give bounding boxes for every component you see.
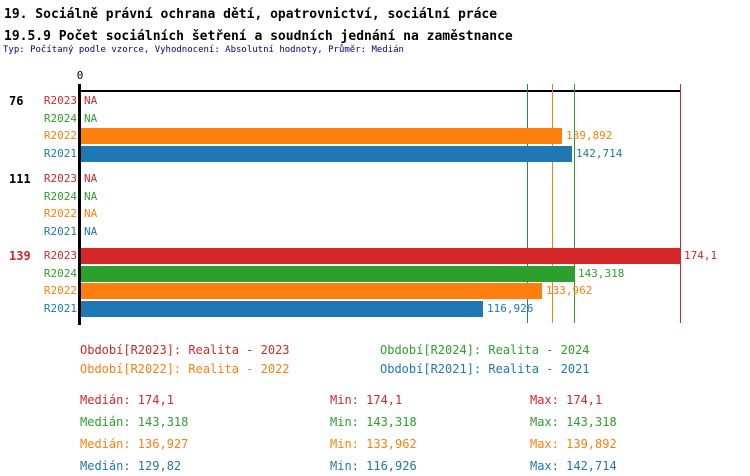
- series-label-R2021: R2021: [43, 225, 77, 238]
- stat-median-R2022: Medián: 136,927: [80, 437, 189, 451]
- indicator-title: 19.5.9 Počet sociálních šetření a soudní…: [4, 29, 513, 44]
- legend-item-R2021: Období[R2021]: Realita - 2021: [380, 362, 590, 376]
- series-label-R2022: R2022: [43, 129, 77, 142]
- legend-item-R2024: Období[R2024]: Realita - 2024: [380, 343, 590, 357]
- series-label-R2023: R2023: [43, 172, 77, 185]
- stat-min-R2023: Min: 174,1: [330, 393, 403, 407]
- median-line-R2023: [680, 84, 681, 323]
- group-label-139: 139: [9, 249, 31, 263]
- na-label-R2023: NA: [84, 172, 98, 185]
- stat-max-R2024: Max: 143,318: [530, 415, 617, 429]
- group-label-111: 111: [9, 172, 31, 186]
- na-label-R2024: NA: [84, 112, 98, 125]
- series-label-R2022: R2022: [43, 207, 77, 220]
- bar-R2023-group-139: [81, 248, 680, 264]
- stat-min-R2021: Min: 116,926: [330, 459, 417, 473]
- group-label-76: 76: [9, 94, 24, 108]
- bar-R2024-group-139: [81, 266, 574, 282]
- na-label-R2022: NA: [84, 207, 98, 220]
- stat-min-R2022: Min: 133,962: [330, 437, 417, 451]
- stat-max-R2023: Max: 174,1: [530, 393, 603, 407]
- series-label-R2023: R2023: [43, 249, 77, 262]
- bar-R2022-group-76: [81, 128, 562, 144]
- series-label-R2021: R2021: [43, 147, 77, 160]
- chart-subtitle: Typ: Počítaný podle vzorce, Vyhodnocení:…: [3, 45, 404, 55]
- bar-value-label-R2022: 139,892: [566, 129, 613, 142]
- series-label-R2022: R2022: [43, 284, 77, 297]
- stat-max-R2022: Max: 139,892: [530, 437, 617, 451]
- series-label-R2024: R2024: [43, 112, 77, 125]
- bar-R2021-group-139: [81, 301, 483, 317]
- legend-item-R2023: Období[R2023]: Realita - 2023: [80, 343, 290, 357]
- bar-value-label-R2021: 116,926: [487, 302, 534, 315]
- stat-min-R2024: Min: 143,318: [330, 415, 417, 429]
- series-label-R2024: R2024: [43, 267, 77, 280]
- axis-zero-tick-label: 0: [76, 69, 84, 82]
- stat-median-R2023: Medián: 174,1: [80, 393, 174, 407]
- stat-median-R2021: Medián: 129,82: [80, 459, 182, 473]
- na-label-R2024: NA: [84, 190, 98, 203]
- x-axis-line: [79, 90, 681, 92]
- bar-R2021-group-76: [81, 146, 572, 162]
- median-line-R2021: [527, 84, 528, 323]
- bar-value-label-R2021: 142,714: [576, 147, 623, 160]
- bar-value-label-R2024: 143,318: [578, 267, 625, 280]
- median-line-R2024: [574, 84, 575, 323]
- legend-item-R2022: Období[R2022]: Realita - 2022: [80, 362, 290, 376]
- series-label-R2024: R2024: [43, 190, 77, 203]
- bar-value-label-R2022: 133,962: [546, 284, 593, 297]
- series-label-R2023: R2023: [43, 94, 77, 107]
- bar-value-label-R2023: 174,1: [684, 249, 718, 262]
- report-title: 19. Sociálně právní ochrana dětí, opatro…: [4, 7, 498, 22]
- bar-R2022-group-139: [81, 283, 542, 299]
- y-axis-line: [78, 84, 81, 325]
- series-label-R2021: R2021: [43, 302, 77, 315]
- median-line-R2022: [552, 84, 553, 323]
- stat-median-R2024: Medián: 143,318: [80, 415, 189, 429]
- stat-max-R2021: Max: 142,714: [530, 459, 617, 473]
- na-label-R2021: NA: [84, 225, 98, 238]
- na-label-R2023: NA: [84, 94, 98, 107]
